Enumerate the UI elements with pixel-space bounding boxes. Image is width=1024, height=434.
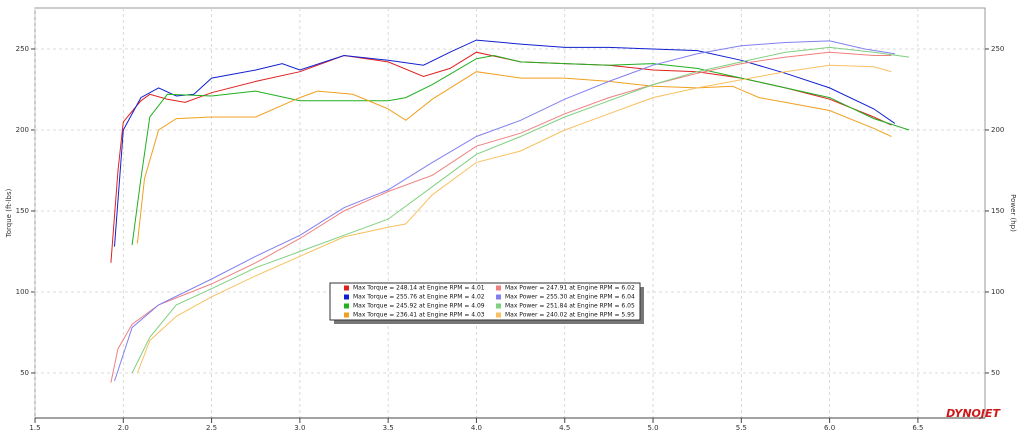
series-line — [114, 40, 895, 382]
legend: Max Torque = 248.14 at Engine RPM = 4.01… — [329, 282, 641, 321]
y2-tick-label: 50 — [991, 369, 1000, 377]
x-tick-label: 2.5 — [206, 424, 217, 432]
x-tick-label: 3.0 — [294, 424, 305, 432]
y2-tick-label: 250 — [991, 45, 1004, 53]
y2-axis-label: Power (hp) — [1009, 194, 1017, 232]
x-tick-label: 5.5 — [736, 424, 747, 432]
x-tick-label: 4.0 — [471, 424, 482, 432]
series-line — [136, 71, 892, 244]
legend-label: Max Power = 255.30 at Engine RPM = 6.04 — [505, 294, 635, 301]
legend-label: Max Torque = 248.14 at Engine RPM = 4.01 — [353, 285, 485, 292]
y-tick-label: 250 — [16, 45, 29, 53]
y2-tick-label: 150 — [991, 207, 1004, 215]
logo: DYNOJET — [946, 407, 1001, 420]
y-tick-label: 50 — [20, 369, 29, 377]
series-line — [131, 54, 910, 246]
legend-label: Max Power = 247.91 at Engine RPM = 6.02 — [505, 285, 635, 292]
legend-swatch — [496, 285, 501, 291]
legend-swatch — [344, 303, 349, 309]
legend-swatch — [344, 312, 349, 318]
x-tick-label: 6.0 — [824, 424, 835, 432]
legend-label: Max Power = 240.02 at Engine RPM = 5.95 — [505, 312, 635, 319]
legend-swatch — [344, 285, 349, 291]
series-line — [131, 46, 910, 374]
x-tick-label: 3.5 — [383, 424, 394, 432]
legend-swatch — [496, 312, 501, 318]
y2-tick-label: 200 — [991, 126, 1004, 134]
series-line — [110, 51, 892, 383]
series-line — [136, 64, 892, 374]
x-tick-label: 2.0 — [118, 424, 129, 432]
y-axis-label: Torque (ft-lbs) — [5, 188, 13, 238]
legend-label: Max Torque = 255.76 at Engine RPM = 4.02 — [353, 294, 485, 301]
legend-swatch — [496, 303, 501, 309]
legend-swatch — [496, 294, 501, 300]
plot-area — [34, 7, 986, 419]
legend-label: Max Torque = 236.41 at Engine RPM = 4.03 — [353, 312, 485, 319]
y-tick-label: 200 — [16, 126, 29, 134]
y-tick-label: 150 — [16, 207, 29, 215]
x-tick-label: 1.5 — [29, 424, 40, 432]
legend-swatch — [344, 294, 349, 300]
legend-label: Max Torque = 245.92 at Engine RPM = 4.09 — [353, 303, 485, 310]
y-tick-label: 100 — [16, 288, 29, 296]
legend-label: Max Power = 251.84 at Engine RPM = 6.05 — [505, 303, 635, 310]
legend-box — [329, 282, 641, 321]
series-line — [114, 39, 896, 247]
x-tick-label: 5.0 — [647, 424, 658, 432]
x-tick-label: 4.5 — [559, 424, 570, 432]
x-tick-label: 6.5 — [912, 424, 923, 432]
y2-tick-label: 100 — [991, 288, 1004, 296]
